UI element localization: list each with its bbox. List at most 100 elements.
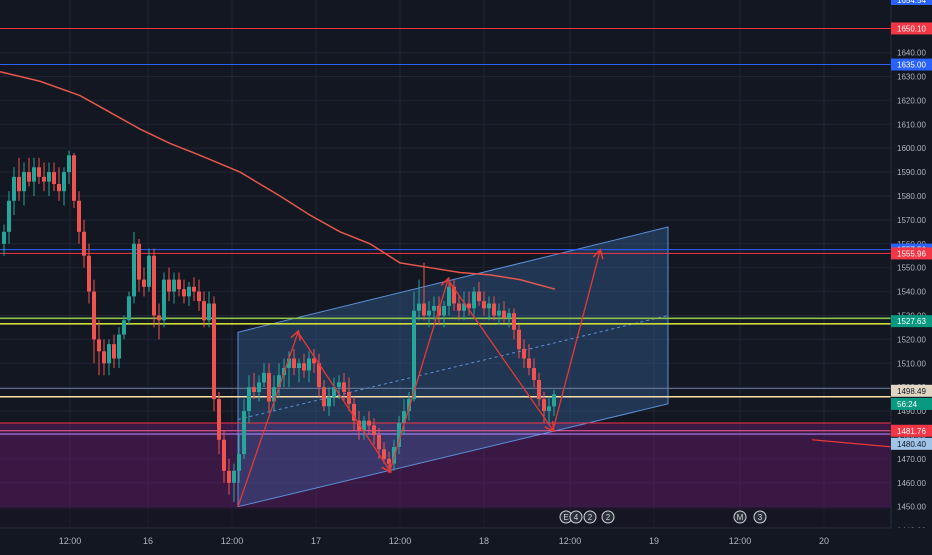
candle-body[interactable] [407, 399, 411, 412]
zigzag-projection-arrow[interactable] [389, 280, 448, 472]
candle-body[interactable] [232, 470, 236, 483]
candle-body[interactable] [367, 420, 371, 426]
candle-body[interactable] [137, 243, 141, 280]
candle-body[interactable] [17, 176, 21, 192]
candle-body[interactable] [247, 387, 251, 412]
candle-body[interactable] [267, 372, 271, 402]
candle-body[interactable] [62, 172, 66, 192]
candle-body[interactable] [147, 255, 151, 287]
candle-body[interactable] [112, 344, 116, 359]
candle-body[interactable] [197, 291, 201, 302]
candle-body[interactable] [447, 286, 451, 306]
candle-body[interactable] [257, 382, 261, 392]
zigzag-projection-arrow[interactable] [297, 331, 390, 471]
candle-body[interactable] [387, 458, 391, 464]
event-marker-icon[interactable] [583, 510, 597, 524]
candle-body[interactable] [462, 303, 466, 311]
candle-body[interactable] [532, 368, 536, 381]
zigzag-projection-arrow[interactable] [237, 332, 298, 507]
candle-body[interactable] [287, 358, 291, 369]
candle-body[interactable] [67, 155, 71, 173]
candle-body[interactable] [397, 423, 401, 447]
candle-body[interactable] [432, 305, 436, 311]
candle-body[interactable] [127, 296, 131, 321]
candle-body[interactable] [497, 310, 501, 316]
candle-body[interactable] [482, 301, 486, 309]
candle-body[interactable] [277, 375, 281, 388]
candle-body[interactable] [187, 286, 191, 297]
candle-body[interactable] [122, 320, 126, 335]
candle-body[interactable] [177, 279, 181, 290]
candle-body[interactable] [337, 382, 341, 388]
candle-body[interactable] [37, 167, 41, 177]
candle-body[interactable] [472, 291, 476, 309]
candle-body[interactable] [452, 286, 456, 304]
candle-body[interactable] [207, 303, 211, 321]
candle-body[interactable] [202, 301, 206, 321]
candle-body[interactable] [192, 286, 196, 292]
candle-body[interactable] [302, 363, 306, 371]
candle-body[interactable] [7, 200, 11, 232]
candle-body[interactable] [87, 255, 91, 292]
candle-body[interactable] [322, 387, 326, 407]
candle-body[interactable] [2, 231, 6, 244]
candle-body[interactable] [492, 303, 496, 316]
candle-body[interactable] [47, 172, 51, 182]
candle-body[interactable] [412, 310, 416, 400]
candle-body[interactable] [107, 344, 111, 364]
candle-body[interactable] [402, 411, 406, 424]
candle-body[interactable] [372, 425, 376, 435]
candle-body[interactable] [167, 279, 171, 292]
candle-body[interactable] [297, 363, 301, 369]
candle-body[interactable] [172, 279, 176, 292]
candle-body[interactable] [357, 420, 361, 431]
candle-body[interactable] [102, 351, 106, 364]
candle-body[interactable] [222, 439, 226, 471]
candle-body[interactable] [552, 394, 556, 407]
parallel-channel[interactable] [237, 226, 669, 508]
candle-body[interactable] [427, 310, 431, 316]
candle-body[interactable] [57, 184, 61, 192]
candle-body[interactable] [517, 329, 521, 349]
candle-body[interactable] [32, 167, 36, 182]
candle-body[interactable] [77, 200, 81, 232]
candle-body[interactable] [332, 387, 336, 397]
candle-body[interactable] [12, 176, 16, 201]
candle-body[interactable] [292, 358, 296, 369]
candle-body[interactable] [457, 303, 461, 311]
candle-body[interactable] [522, 348, 526, 359]
candle-body[interactable] [442, 305, 446, 316]
candle-body[interactable] [97, 339, 101, 352]
candle-body[interactable] [467, 303, 471, 309]
candle-body[interactable] [477, 291, 481, 302]
candle-body[interactable] [212, 303, 216, 400]
candle-body[interactable] [377, 434, 381, 450]
candle-body[interactable] [227, 470, 231, 483]
candle-body[interactable] [52, 172, 56, 185]
candle-body[interactable] [542, 399, 546, 412]
candle-body[interactable] [537, 380, 541, 400]
candle-body[interactable] [312, 358, 316, 364]
candle-body[interactable] [272, 387, 276, 402]
candle-body[interactable] [132, 243, 136, 297]
candle-body[interactable] [502, 310, 506, 318]
event-marker-icon[interactable] [601, 510, 615, 524]
trend-line-segment[interactable] [811, 439, 893, 448]
zigzag-projection-arrow[interactable] [552, 251, 600, 431]
candle-body[interactable] [22, 172, 26, 192]
candle-body[interactable] [217, 399, 221, 440]
candle-body[interactable] [27, 172, 31, 182]
candle-body[interactable] [157, 315, 161, 321]
candle-body[interactable] [342, 382, 346, 392]
candle-body[interactable] [362, 420, 366, 431]
candle-body[interactable] [242, 411, 246, 455]
candle-body[interactable] [237, 454, 241, 471]
candle-body[interactable] [347, 391, 351, 404]
candle-body[interactable] [382, 449, 386, 459]
candle-body[interactable] [142, 279, 146, 287]
candle-body[interactable] [92, 291, 96, 340]
candle-body[interactable] [327, 396, 331, 407]
candle-body[interactable] [42, 176, 46, 182]
